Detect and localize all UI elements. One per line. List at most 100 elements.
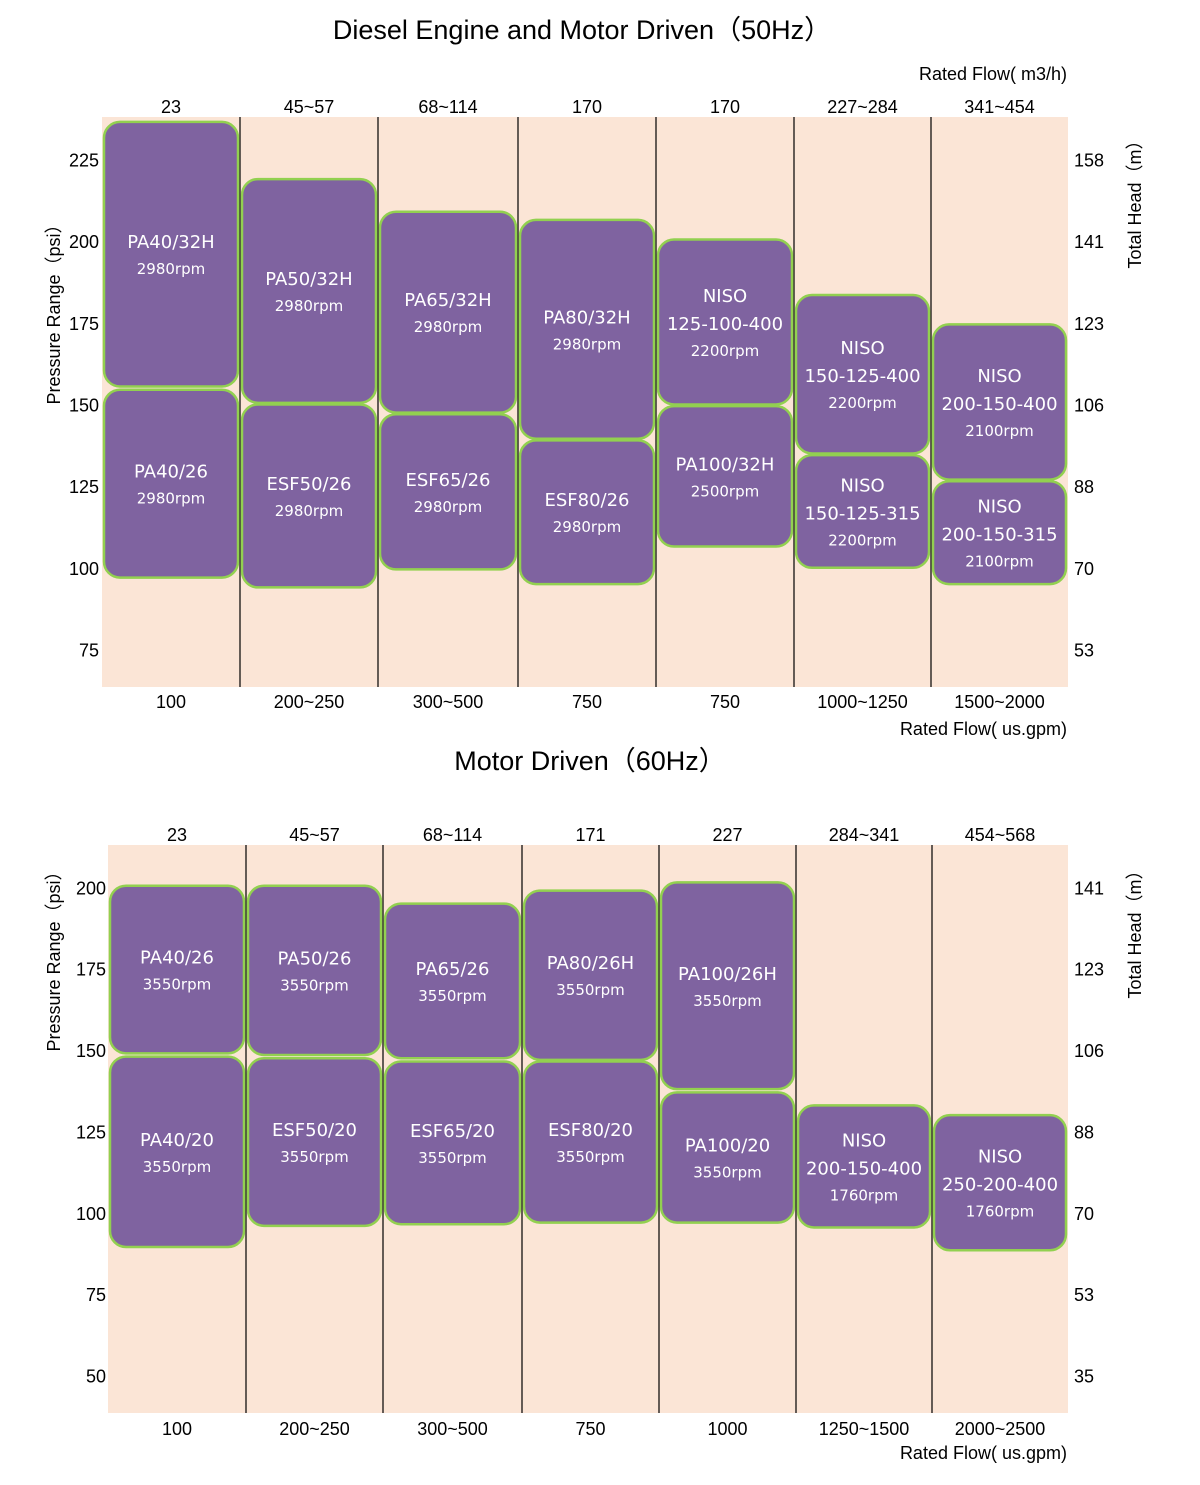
pump-block-rect bbox=[932, 1113, 1068, 1252]
bottom-category-label: 300~500 bbox=[417, 1419, 488, 1439]
pump-block: ESF65/26 2980rpm bbox=[378, 412, 518, 571]
y2-tick-label: 106 bbox=[1074, 1041, 1104, 1061]
chart-title: Motor Driven（60Hz） bbox=[454, 746, 726, 776]
pump-rpm-label: 3550rpm bbox=[143, 1158, 211, 1176]
pump-rpm-label: 3550rpm bbox=[418, 987, 486, 1005]
y-tick-label: 125 bbox=[76, 1122, 106, 1142]
pump-block: PA50/26 3550rpm bbox=[246, 884, 383, 1057]
pump-rpm-label: 2100rpm bbox=[965, 422, 1033, 440]
pump-rpm-label: 3550rpm bbox=[693, 1163, 761, 1181]
pump-model-label: PA100/32H bbox=[676, 454, 775, 475]
y-tick-label: 200 bbox=[76, 878, 106, 898]
y-tick-label: 100 bbox=[69, 559, 99, 579]
y-tick-label: 150 bbox=[69, 395, 99, 415]
bottom-category-label: 2000~2500 bbox=[955, 1419, 1046, 1439]
pump-rpm-label: 2980rpm bbox=[553, 518, 621, 536]
pump-block-rect bbox=[931, 323, 1068, 481]
pump-block-rect bbox=[102, 388, 240, 579]
pump-rpm-label: 2500rpm bbox=[691, 482, 759, 500]
pump-block-rect bbox=[246, 1056, 383, 1228]
pump-block-rect bbox=[518, 218, 656, 440]
pump-block: NISO 200-150-400 1760rpm bbox=[796, 1104, 932, 1229]
pump-model-label: PA80/26H bbox=[547, 953, 634, 974]
pump-block-rect bbox=[796, 1104, 932, 1229]
top-category-label: 170 bbox=[710, 97, 740, 117]
pump-rpm-label: 2980rpm bbox=[275, 297, 343, 315]
pump-block: PA80/32H 2980rpm bbox=[518, 218, 656, 440]
y-tick-label: 50 bbox=[86, 1367, 106, 1387]
pump-block-rect bbox=[108, 1055, 246, 1249]
pump-model-label: PA40/26 bbox=[134, 462, 208, 483]
pump-block: PA40/20 3550rpm bbox=[108, 1055, 246, 1249]
pump-model-label: ESF80/20 bbox=[548, 1120, 633, 1141]
pump-model-label: NISO 200-150-400 bbox=[806, 1130, 922, 1179]
bottom-axis-label: Rated Flow( us.gpm) bbox=[900, 719, 1067, 739]
y2-tick-label: 158 bbox=[1074, 150, 1104, 170]
pump-block-rect bbox=[931, 479, 1068, 586]
pump-model-label: PA50/26 bbox=[278, 948, 352, 969]
y2-tick-label: 53 bbox=[1074, 640, 1094, 660]
y-tick-label: 200 bbox=[69, 232, 99, 252]
pump-block: PA40/26 3550rpm bbox=[108, 884, 246, 1055]
pump-block: NISO 200-150-315 2100rpm bbox=[931, 479, 1068, 586]
pump-block-rect bbox=[518, 439, 656, 586]
pump-model-label: PA100/26H bbox=[678, 964, 777, 985]
pump-model-label: NISO 125-100-400 bbox=[667, 286, 783, 335]
pump-rpm-label: 2200rpm bbox=[828, 531, 896, 549]
pump-model-label: PA65/32H bbox=[404, 290, 491, 311]
top-category-label: 171 bbox=[575, 825, 605, 845]
top-category-label: 68~114 bbox=[423, 825, 482, 845]
pump-block: NISO 125-100-400 2200rpm bbox=[656, 238, 794, 406]
pump-block: NISO 200-150-400 2100rpm bbox=[931, 323, 1068, 481]
y2-tick-label: 88 bbox=[1074, 477, 1094, 497]
pump-model-label: ESF50/20 bbox=[272, 1120, 357, 1141]
pump-model-label: NISO 250-200-400 bbox=[942, 1147, 1058, 1196]
pump-rpm-label: 3550rpm bbox=[143, 976, 211, 994]
pump-model-label: NISO 200-150-315 bbox=[941, 497, 1057, 546]
pump-block-rect bbox=[659, 1091, 796, 1224]
pump-block-rect bbox=[794, 453, 931, 570]
bottom-category-label: 1000 bbox=[707, 1419, 747, 1439]
pump-block: PA100/20 3550rpm bbox=[659, 1091, 796, 1224]
pump-block-rect bbox=[246, 884, 383, 1057]
top-axis-label: Rated Flow( m3/h) bbox=[919, 64, 1067, 84]
pump-rpm-label: 3550rpm bbox=[556, 981, 624, 999]
y2-axis-label: Total Head（m） bbox=[1125, 131, 1145, 268]
y2-tick-label: 141 bbox=[1074, 232, 1104, 252]
pump-block-rect bbox=[378, 210, 518, 414]
y-tick-label: 125 bbox=[69, 477, 99, 497]
y-tick-label: 175 bbox=[76, 960, 106, 980]
pump-model-label: PA40/26 bbox=[140, 948, 214, 969]
pump-rpm-label: 3550rpm bbox=[418, 1149, 486, 1167]
y2-tick-label: 88 bbox=[1074, 1122, 1094, 1142]
y-tick-label: 100 bbox=[76, 1204, 106, 1224]
pump-block-rect bbox=[102, 120, 240, 388]
pump-block-rect bbox=[656, 238, 794, 406]
pump-rpm-label: 2200rpm bbox=[828, 394, 896, 412]
pump-model-label: PA80/32H bbox=[543, 307, 630, 328]
bottom-category-label: 200~250 bbox=[279, 1419, 350, 1439]
top-category-label: 23 bbox=[161, 97, 181, 117]
y-tick-label: 150 bbox=[76, 1041, 106, 1061]
y2-tick-label: 141 bbox=[1074, 878, 1104, 898]
pump-rpm-label: 2980rpm bbox=[137, 490, 205, 508]
pump-block-rect bbox=[383, 1060, 522, 1226]
pump-block-rect bbox=[108, 884, 246, 1055]
pump-block-rect bbox=[240, 177, 378, 405]
pump-block-rect bbox=[656, 404, 794, 548]
pump-model-label: PA65/26 bbox=[416, 959, 490, 980]
pump-block-rect bbox=[378, 412, 518, 571]
pump-block: PA100/26H 3550rpm bbox=[659, 881, 796, 1091]
bottom-category-label: 750 bbox=[572, 692, 602, 712]
bottom-category-label: 100 bbox=[162, 1419, 192, 1439]
pump-block: PA80/26H 3550rpm bbox=[522, 889, 659, 1062]
pump-block: PA50/32H 2980rpm bbox=[240, 177, 378, 405]
y2-tick-label: 106 bbox=[1074, 395, 1104, 415]
pump-block: PA65/26 3550rpm bbox=[383, 902, 522, 1060]
pump-rpm-label: 1760rpm bbox=[966, 1203, 1034, 1221]
top-category-label: 454~568 bbox=[965, 825, 1036, 845]
pump-block: ESF80/20 3550rpm bbox=[522, 1060, 659, 1224]
pump-block-rect bbox=[522, 889, 659, 1062]
pump-model-label: PA100/20 bbox=[685, 1135, 770, 1156]
